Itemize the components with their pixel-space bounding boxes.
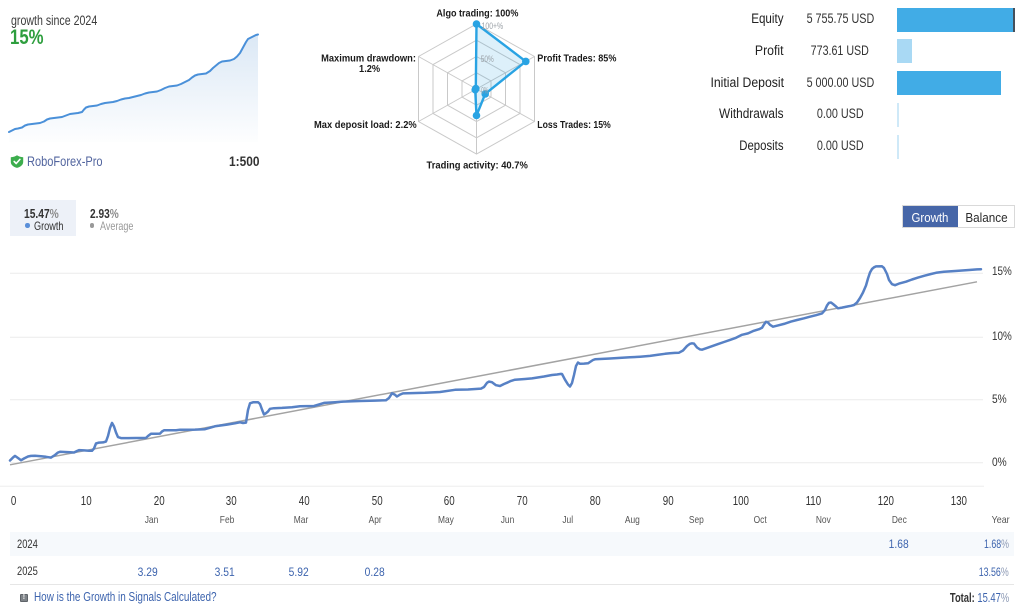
svg-text:Profit Trades: 85%: Profit Trades: 85% bbox=[537, 53, 616, 64]
svg-text:50%: 50% bbox=[481, 54, 494, 65]
svg-text:Maximum drawdown:: Maximum drawdown: bbox=[321, 53, 416, 64]
svg-text:100+%: 100+% bbox=[482, 21, 504, 32]
svg-text:0%: 0% bbox=[481, 86, 488, 97]
svg-text:Trading activity: 40.7%: Trading activity: 40.7% bbox=[427, 161, 528, 172]
svg-text:1.2%: 1.2% bbox=[359, 64, 380, 75]
svg-text:Algo trading: 100%: Algo trading: 100% bbox=[436, 8, 518, 19]
svg-text:Max deposit load: 2.2%: Max deposit load: 2.2% bbox=[314, 120, 417, 131]
svg-text:Loss Trades: 15%: Loss Trades: 15% bbox=[537, 120, 611, 131]
